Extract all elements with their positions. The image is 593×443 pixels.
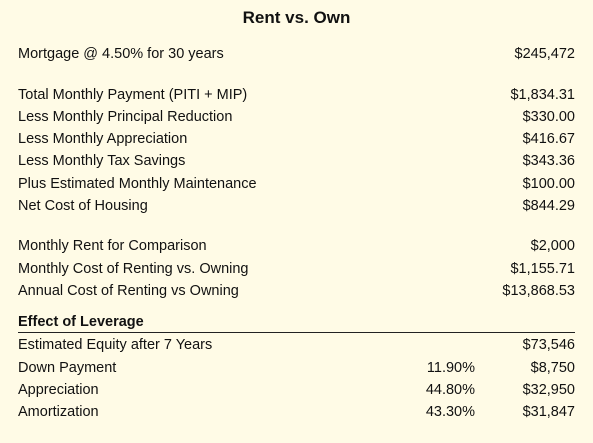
- row-label: Annual Cost of Renting vs Owning: [18, 283, 239, 299]
- page-title: Rent vs. Own: [242, 8, 351, 27]
- amortization-row: Amortization 43.30% $31,847: [18, 401, 575, 423]
- row-value: $343.36: [522, 153, 575, 169]
- maintenance-row: Plus Estimated Monthly Maintenance $100.…: [18, 173, 575, 195]
- total-monthly-payment-row: Total Monthly Payment (PITI + MIP) $1,83…: [18, 84, 575, 106]
- row-value: $844.29: [522, 198, 575, 214]
- row-label: Total Monthly Payment (PITI + MIP): [18, 87, 248, 103]
- row-label: Monthly Rent for Comparison: [18, 238, 207, 254]
- row-label: Less Monthly Tax Savings: [18, 153, 186, 169]
- row-label: Less Monthly Principal Reduction: [18, 109, 233, 125]
- down-payment-row: Down Payment 11.90% $8,750: [18, 357, 575, 379]
- row-value: $32,950: [522, 382, 575, 398]
- row-value: $31,847: [522, 404, 575, 420]
- row-percent: 43.30%: [425, 404, 475, 420]
- appreciation-row: Appreciation 44.80% $32,950: [18, 379, 575, 401]
- leverage-heading: Effect of Leverage: [18, 311, 575, 333]
- row-label: Net Cost of Housing: [18, 198, 148, 214]
- monthly-appreciation-row: Less Monthly Appreciation $416.67: [18, 128, 575, 150]
- row-label: Estimated Equity after 7 Years: [18, 337, 213, 353]
- row-value: $416.67: [522, 131, 575, 147]
- mortgage-row: Mortgage @ 4.50% for 30 years $245,472: [18, 43, 575, 65]
- row-value: $73,546: [522, 337, 575, 353]
- principal-reduction-row: Less Monthly Principal Reduction $330.00: [18, 106, 575, 128]
- row-value: $2,000: [530, 238, 575, 254]
- row-label: Monthly Cost of Renting vs. Owning: [18, 261, 249, 277]
- estimated-equity-row: Estimated Equity after 7 Years $73,546: [18, 334, 575, 356]
- row-label: Appreciation: [18, 382, 99, 398]
- row-value: $8,750: [530, 360, 575, 376]
- monthly-cost-renting-row: Monthly Cost of Renting vs. Owning $1,15…: [18, 258, 575, 280]
- mortgage-label: Mortgage @ 4.50% for 30 years: [18, 46, 224, 62]
- mortgage-value: $245,472: [514, 46, 575, 62]
- row-percent: 11.90%: [426, 360, 475, 376]
- row-label: Down Payment: [18, 360, 117, 376]
- row-percent: 44.80%: [425, 382, 475, 398]
- tax-savings-row: Less Monthly Tax Savings $343.36: [18, 150, 575, 172]
- monthly-rent-row: Monthly Rent for Comparison $2,000: [18, 235, 575, 257]
- row-value: $13,868.53: [502, 283, 575, 299]
- row-value: $1,155.71: [510, 261, 575, 277]
- row-label: Plus Estimated Monthly Maintenance: [18, 176, 257, 192]
- net-cost-of-housing-row: Net Cost of Housing $844.29: [18, 195, 575, 217]
- row-label: Amortization: [18, 404, 99, 420]
- row-value: $100.00: [522, 176, 575, 192]
- row-value: $330.00: [522, 109, 575, 125]
- annual-cost-renting-row: Annual Cost of Renting vs Owning $13,868…: [18, 280, 575, 302]
- row-value: $1,834.31: [510, 87, 575, 103]
- row-label: Less Monthly Appreciation: [18, 131, 188, 147]
